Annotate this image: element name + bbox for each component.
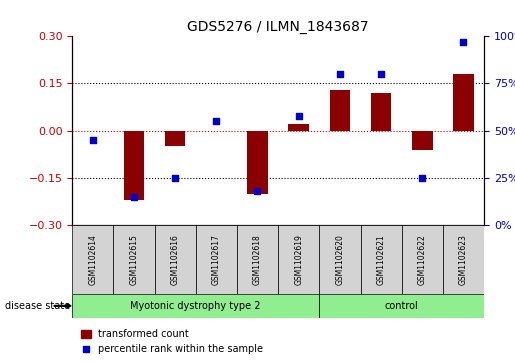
Bar xyxy=(412,131,433,150)
Point xyxy=(130,194,138,200)
Bar xyxy=(319,225,360,294)
Bar xyxy=(72,294,319,318)
Point xyxy=(253,188,262,194)
Bar xyxy=(124,131,144,200)
Bar xyxy=(72,225,113,294)
Text: GSM1102619: GSM1102619 xyxy=(294,234,303,285)
Text: GSM1102621: GSM1102621 xyxy=(376,234,386,285)
Bar xyxy=(402,225,443,294)
Text: GSM1102617: GSM1102617 xyxy=(212,234,221,285)
Bar xyxy=(154,225,196,294)
Bar xyxy=(237,225,278,294)
Bar xyxy=(330,90,350,131)
Point xyxy=(89,137,97,143)
Bar xyxy=(371,93,391,131)
Point xyxy=(212,118,220,124)
Bar xyxy=(113,225,154,294)
Bar xyxy=(247,131,268,193)
Bar xyxy=(319,294,484,318)
Text: GSM1102623: GSM1102623 xyxy=(459,234,468,285)
Text: GSM1102616: GSM1102616 xyxy=(170,234,180,285)
Point xyxy=(336,71,344,77)
Text: GSM1102615: GSM1102615 xyxy=(129,234,139,285)
Point xyxy=(295,113,303,118)
Bar xyxy=(196,225,237,294)
Point xyxy=(459,39,468,45)
Text: control: control xyxy=(385,301,419,311)
Legend: transformed count, percentile rank within the sample: transformed count, percentile rank withi… xyxy=(77,326,267,358)
Point xyxy=(171,175,179,181)
Point xyxy=(377,71,385,77)
Text: disease state: disease state xyxy=(5,301,70,311)
Point xyxy=(418,175,426,181)
Text: Myotonic dystrophy type 2: Myotonic dystrophy type 2 xyxy=(130,301,261,311)
Bar xyxy=(278,225,319,294)
Text: GSM1102614: GSM1102614 xyxy=(88,234,97,285)
Bar xyxy=(443,225,484,294)
Bar xyxy=(165,131,185,146)
Text: GSM1102622: GSM1102622 xyxy=(418,234,427,285)
Title: GDS5276 / ILMN_1843687: GDS5276 / ILMN_1843687 xyxy=(187,20,369,34)
Bar xyxy=(360,225,402,294)
Bar xyxy=(453,74,474,131)
Text: GSM1102618: GSM1102618 xyxy=(253,234,262,285)
Text: GSM1102620: GSM1102620 xyxy=(335,234,345,285)
Bar xyxy=(288,125,309,131)
